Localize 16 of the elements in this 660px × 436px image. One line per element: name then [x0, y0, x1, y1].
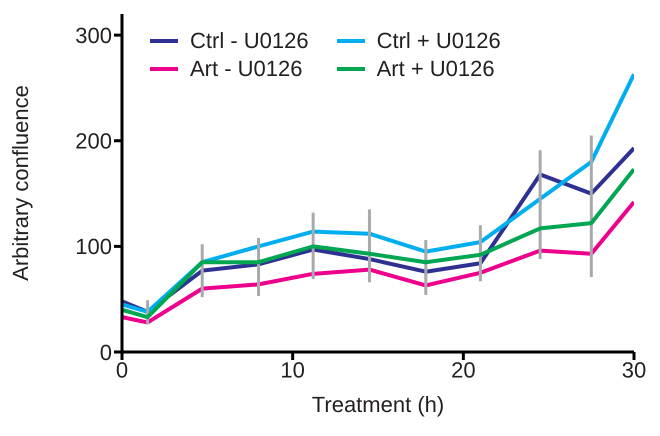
legend-label: Art + U0126 — [376, 56, 495, 82]
y-tick-label: 0 — [100, 340, 112, 365]
x-tick-label: 20 — [451, 358, 476, 383]
y-tick-label: 200 — [75, 128, 112, 154]
legend-label: Ctrl - U0126 — [190, 28, 309, 54]
x-tick-label: 0 — [116, 358, 128, 383]
y-axis-title: Arbitrary confluence — [8, 85, 33, 281]
legend-label: Art - U0126 — [190, 56, 302, 82]
x-tick-label: 30 — [622, 358, 646, 383]
x-axis-title: Treatment (h) — [312, 392, 444, 417]
line-series — [122, 167, 634, 320]
line-series — [122, 200, 634, 324]
legend-label: Ctrl + U0126 — [376, 28, 501, 54]
y-tick-label: 100 — [75, 234, 112, 260]
x-tick-label: 10 — [280, 358, 305, 383]
y-tick-label: 300 — [75, 22, 112, 48]
